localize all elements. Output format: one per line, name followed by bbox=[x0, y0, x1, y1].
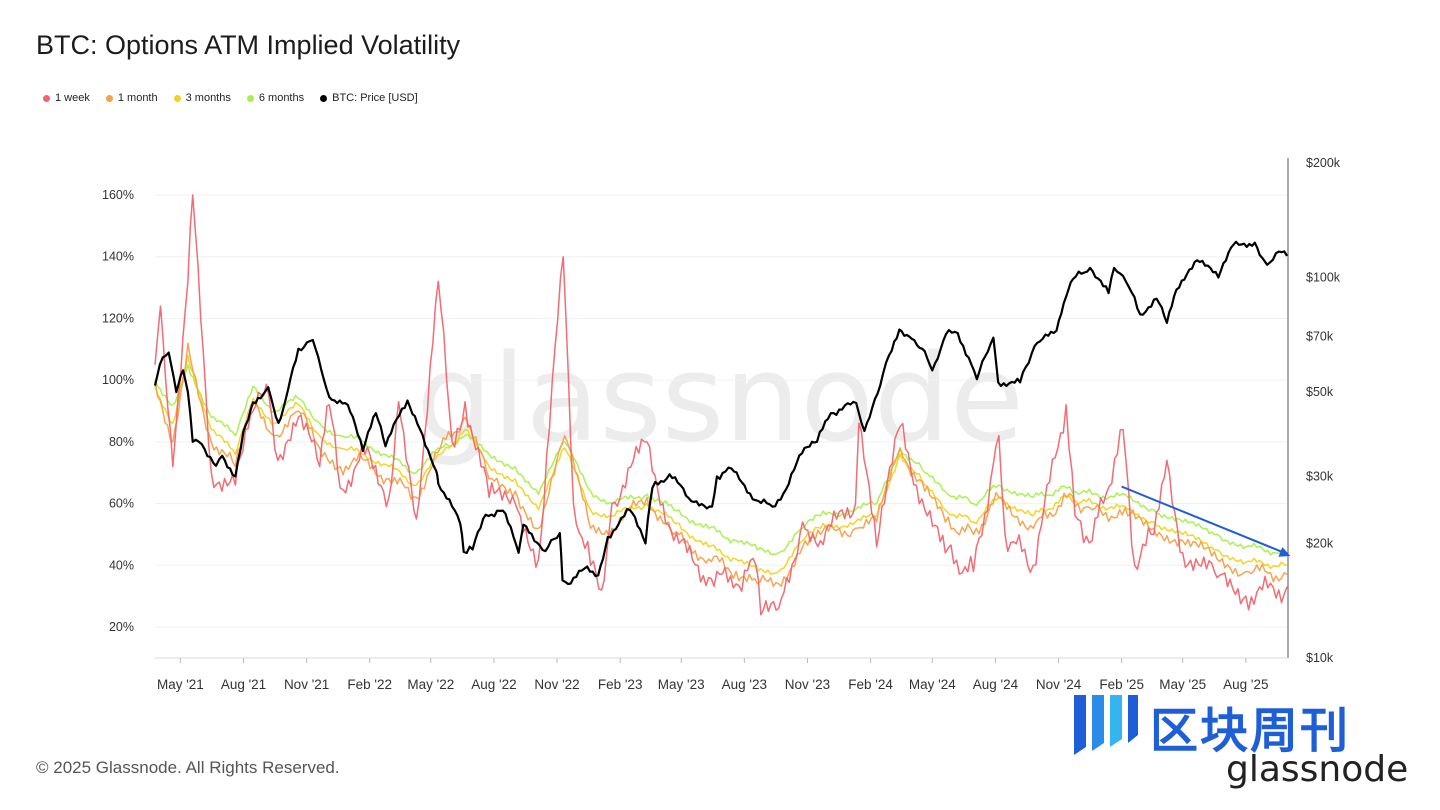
x-tick-label: May '23 bbox=[658, 677, 705, 692]
legend-label: 3 months bbox=[185, 92, 231, 104]
y-left-tick-label: 160% bbox=[102, 188, 134, 202]
legend: 1 week 1 month 3 months 6 months BTC: Pr… bbox=[43, 92, 418, 104]
y-left-tick-label: 40% bbox=[109, 558, 134, 572]
trend-arrow-head bbox=[1278, 547, 1291, 557]
brand-glassnode-name: glassnode bbox=[1226, 749, 1409, 790]
legend-item-1-week[interactable]: 1 week bbox=[43, 92, 90, 104]
legend-label: 1 week bbox=[55, 92, 90, 104]
legend-swatch bbox=[246, 94, 254, 102]
x-tick-label: Nov '21 bbox=[284, 677, 329, 692]
x-tick-label: Feb '24 bbox=[848, 677, 893, 692]
brand-badge: 区块周刊 glassnode bbox=[1070, 685, 1415, 795]
copyright-footer: © 2025 Glassnode. All Rights Reserved. bbox=[36, 758, 340, 777]
y-right-tick-label: $30k bbox=[1306, 469, 1334, 483]
legend-swatch bbox=[320, 94, 328, 102]
y-right-tick-label: $70k bbox=[1306, 329, 1334, 343]
legend-label: 6 months bbox=[258, 92, 305, 104]
x-tick-label: May '21 bbox=[157, 677, 204, 692]
x-tick-label: Nov '23 bbox=[785, 677, 830, 692]
brand-logo-icon bbox=[1074, 695, 1138, 755]
y-right-tick-label: $200k bbox=[1306, 156, 1341, 170]
legend-item-6-months[interactable]: 6 months bbox=[246, 92, 305, 104]
x-tick-label: Aug '23 bbox=[722, 677, 767, 692]
x-tick-label: May '25 bbox=[1159, 677, 1206, 692]
legend-item-1-month[interactable]: 1 month bbox=[105, 92, 158, 104]
x-tick-label: May '22 bbox=[407, 677, 454, 692]
brand-chinese-name: 区块周刊 bbox=[1150, 703, 1351, 759]
x-tick-label: Feb '22 bbox=[347, 677, 392, 692]
y-left-tick-label: 60% bbox=[109, 497, 134, 511]
y-left-tick-label: 140% bbox=[102, 250, 134, 264]
legend-swatch bbox=[43, 94, 50, 102]
x-tick-label: Feb '23 bbox=[598, 677, 643, 692]
legend-label: BTC: Price [USD] bbox=[332, 92, 418, 104]
legend-item-3-months[interactable]: 3 months bbox=[173, 92, 231, 104]
y-right-tick-label: $20k bbox=[1306, 536, 1334, 550]
y-left-tick-label: 100% bbox=[102, 373, 134, 387]
legend-swatch bbox=[173, 94, 181, 102]
chart-title: BTC: Options ATM Implied Volatility bbox=[36, 30, 461, 60]
y-right-tick-label: $100k bbox=[1306, 271, 1341, 285]
series-line-btc-price-usd bbox=[153, 240, 1288, 586]
y-left-tick-label: 20% bbox=[109, 620, 134, 634]
y-left-tick-label: 80% bbox=[109, 435, 134, 449]
y-right-tick-label: $50k bbox=[1306, 385, 1334, 399]
x-tick-label: Nov '24 bbox=[1036, 677, 1082, 692]
y-left-tick-label: 120% bbox=[102, 311, 134, 325]
x-tick-label: Feb '25 bbox=[1099, 677, 1144, 692]
legend-label: 1 month bbox=[117, 92, 158, 104]
x-tick-label: Nov '22 bbox=[534, 677, 579, 692]
y-right-tick-label: $10k bbox=[1306, 651, 1334, 665]
x-tick-label: Aug '22 bbox=[471, 677, 516, 692]
x-tick-label: Aug '24 bbox=[973, 677, 1019, 692]
series-line-1-month bbox=[154, 342, 1288, 588]
series-line-6-months bbox=[154, 363, 1288, 556]
x-tick-label: Aug '25 bbox=[1223, 677, 1268, 692]
legend-swatch bbox=[105, 94, 113, 102]
legend-item-btc-price[interactable]: BTC: Price [USD] bbox=[320, 92, 418, 104]
x-tick-label: May '24 bbox=[909, 677, 956, 692]
watermark: glassnode bbox=[416, 330, 1024, 469]
trend-arrow-line bbox=[1121, 485, 1283, 553]
x-tick-label: Aug '21 bbox=[221, 677, 266, 692]
series-line-1-week bbox=[154, 194, 1288, 616]
